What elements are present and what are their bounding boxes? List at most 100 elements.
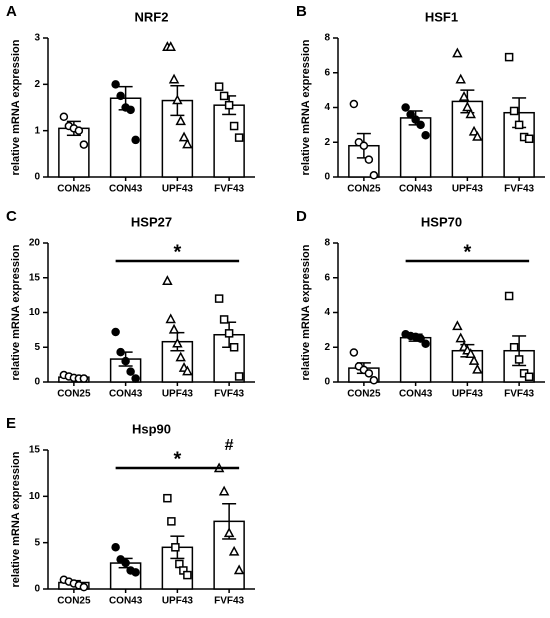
data-point: [524, 372, 534, 382]
chart-title: HSP27: [131, 214, 172, 229]
panel: C HSP27 relative mRNA expression 0 5 10 15 20 CO…: [6, 208, 255, 400]
data-point: [524, 134, 534, 144]
y-tick-label: 0: [34, 584, 40, 595]
y-tick-label: 0: [34, 172, 40, 183]
data-point: [452, 47, 463, 58]
x-tick-label: CON43: [399, 389, 433, 400]
data-point: [168, 323, 180, 334]
bar: [399, 117, 432, 178]
significance-mark: #: [225, 437, 234, 454]
data-point: [465, 108, 476, 119]
data-point: [509, 343, 519, 352]
chart-title: NRF2: [135, 9, 169, 24]
data-point: [224, 329, 234, 338]
data-point: [468, 355, 480, 365]
data-point: [171, 543, 180, 552]
x-tick-label: FVF43: [214, 184, 244, 195]
data-point: [183, 570, 192, 580]
panel-label: D: [296, 208, 307, 225]
y-tick-label: 5: [34, 537, 40, 548]
data-point: [131, 374, 140, 383]
x-tick-label: CON25: [347, 184, 381, 195]
significance-mark: *: [173, 448, 181, 470]
panel-label: A: [6, 3, 17, 20]
x-tick-label: FVF43: [214, 596, 244, 607]
panel: A NRF2 relative mRNA expression 0 1 2 3 CON25 CO…: [6, 3, 255, 195]
data-point: [165, 313, 176, 324]
data-point: [163, 493, 172, 503]
data-point: [514, 120, 524, 130]
data-point: [234, 372, 244, 381]
data-point: [79, 582, 89, 592]
x-tick-label: CON43: [109, 389, 143, 400]
data-point: [349, 99, 359, 109]
data-point: [455, 73, 466, 84]
data-point: [111, 80, 120, 89]
data-point: [79, 140, 89, 149]
y-tick-label: 4: [324, 307, 330, 318]
y-tick-label: 3: [34, 33, 40, 44]
data-point: [214, 294, 224, 303]
data-point: [219, 91, 229, 101]
y-axis-label: relative mRNA expression: [10, 244, 22, 380]
data-point: [214, 82, 224, 91]
bar: [58, 127, 90, 178]
data-point: [182, 365, 193, 376]
panel: D HSP70 relative mRNA expression 0 2 4 6 8 CON25…: [296, 208, 545, 400]
chart-title: HSP70: [421, 214, 462, 229]
data-point: [116, 347, 125, 357]
data-point: [59, 112, 69, 122]
y-tick-label: 0: [324, 377, 330, 388]
data-point: [421, 131, 430, 140]
data-point: [224, 100, 234, 110]
data-point: [121, 558, 130, 568]
y-tick-label: 20: [29, 238, 41, 249]
panel-label: C: [6, 208, 17, 225]
data-point: [472, 363, 483, 374]
data-point: [421, 339, 430, 349]
data-point: [131, 135, 140, 145]
data-point: [233, 564, 245, 575]
y-tick-label: 0: [324, 172, 330, 183]
x-tick-label: CON43: [399, 184, 433, 195]
data-point: [131, 568, 140, 577]
data-point: [229, 343, 239, 352]
y-tick-label: 10: [29, 491, 41, 502]
data-point: [364, 369, 374, 378]
data-point: [79, 374, 89, 383]
data-point: [411, 115, 420, 124]
data-point: [349, 348, 359, 357]
x-tick-label: CON25: [57, 389, 91, 400]
data-point: [126, 367, 135, 376]
data-point: [504, 52, 514, 62]
y-axis-label: relative mRNA expression: [300, 244, 312, 380]
x-tick-label: FVF43: [214, 389, 244, 400]
data-point: [74, 126, 84, 135]
y-tick-label: 2: [34, 79, 40, 90]
data-point: [219, 315, 229, 324]
data-point: [168, 73, 180, 84]
data-point: [175, 115, 186, 126]
data-point: [416, 120, 425, 130]
data-point: [182, 138, 193, 149]
y-tick-label: 15: [29, 445, 41, 456]
x-tick-label: CON43: [109, 184, 143, 195]
data-point: [468, 125, 480, 136]
x-tick-label: UPF43: [162, 184, 194, 195]
data-point: [458, 90, 470, 101]
data-point: [218, 485, 230, 496]
x-tick-label: FVF43: [504, 184, 534, 195]
data-point: [223, 527, 235, 538]
panel-label: E: [6, 415, 16, 432]
data-point: [175, 351, 186, 362]
y-tick-label: 5: [34, 342, 40, 353]
x-tick-label: UPF43: [452, 389, 484, 400]
data-point: [401, 103, 410, 112]
data-point: [455, 332, 466, 343]
y-tick-label: 4: [324, 102, 330, 113]
data-point: [172, 337, 183, 348]
y-tick-label: 6: [324, 67, 330, 78]
data-point: [111, 543, 120, 552]
x-tick-label: UPF43: [452, 184, 484, 195]
